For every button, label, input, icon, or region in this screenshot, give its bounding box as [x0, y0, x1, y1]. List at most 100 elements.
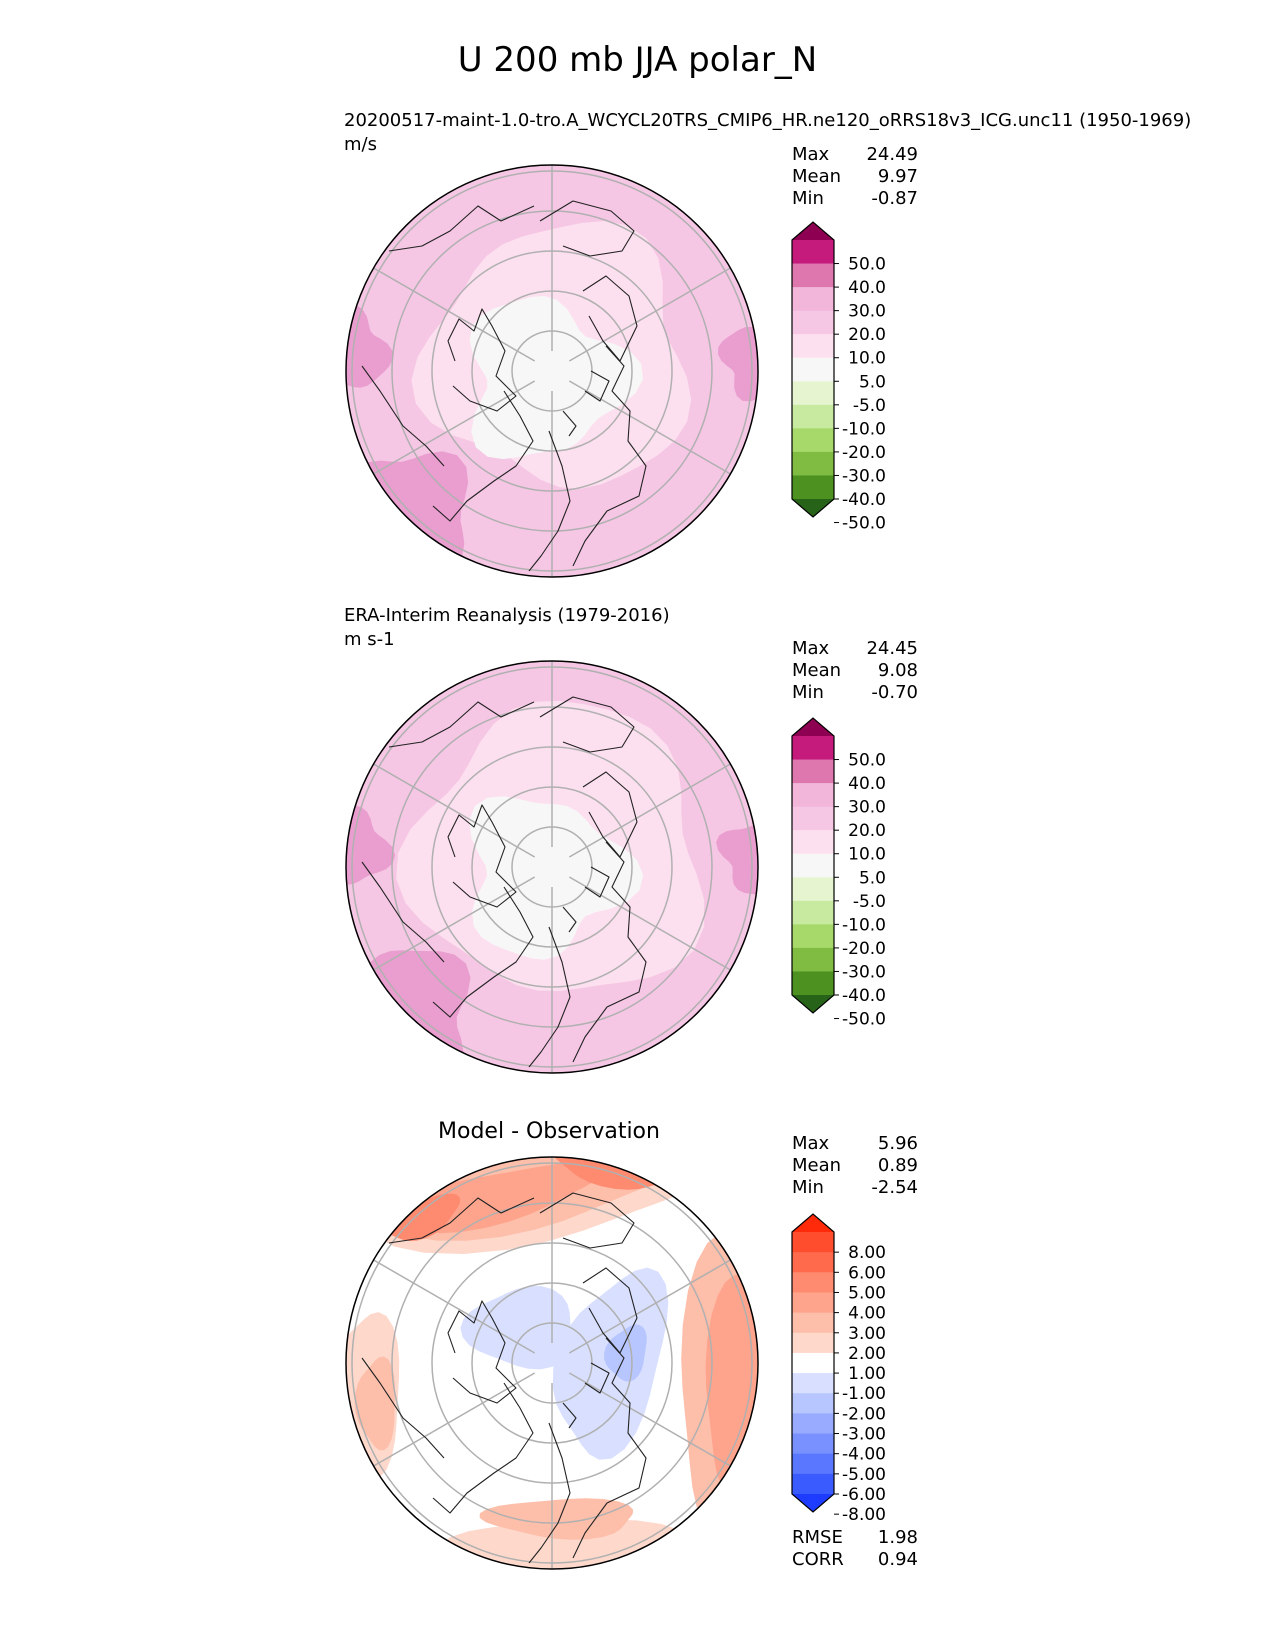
longitude-line: [568, 763, 731, 858]
colorbar-segment: [792, 924, 834, 949]
colorbar-segment: [792, 736, 834, 761]
colorbar-tick-label: 20.0: [848, 821, 886, 841]
colorbar-segment: [792, 287, 834, 312]
colorbar-segment: [792, 357, 834, 382]
colorbar-segment: [792, 381, 834, 406]
diff-map: [346, 1157, 758, 1569]
coastline: [361, 1357, 445, 1459]
stat-value: -0.87: [871, 188, 918, 209]
colorbar-extend-max: [792, 222, 834, 240]
coastline: [388, 701, 535, 748]
coastline: [582, 275, 638, 362]
longitude-line: [568, 380, 731, 475]
band-20-30: [716, 824, 758, 895]
ref-panel-units: m s-1: [344, 629, 395, 650]
colorbar-segment: [792, 1393, 834, 1414]
colorbar-segment: [792, 1272, 834, 1293]
colorbar-tick-label: 1.00: [848, 1364, 886, 1384]
colorbar-segment: [792, 475, 834, 500]
colorbar-segment: [792, 428, 834, 453]
coastline: [539, 1192, 635, 1249]
colorbar-tick-label: -20.0: [842, 939, 886, 959]
longitude-line: [373, 1259, 536, 1354]
stat-value: 24.49: [866, 144, 918, 165]
test-map: [346, 165, 758, 577]
coastline: [528, 926, 571, 1068]
coastline: [562, 1402, 577, 1429]
band-neg5-5: [469, 796, 644, 960]
band-neg1-neg2: [460, 1286, 572, 1370]
stat-label: Min: [792, 188, 824, 209]
colorbar-tick-label: -3.00: [842, 1425, 886, 1445]
diff-colorbar: 8.006.005.004.003.002.001.00-1.00-2.00-3…: [791, 1213, 886, 1525]
colorbar-tick-label: 20.0: [848, 325, 886, 345]
colorbar-tick-label: 10.0: [848, 349, 886, 369]
stat-value: -0.70: [871, 682, 918, 703]
stat-label: Min: [792, 682, 824, 703]
coastline: [447, 804, 517, 908]
colorbar-tick-label: -8.00: [842, 1505, 886, 1525]
coastline: [432, 886, 534, 1018]
colorbar-extend-max: [792, 718, 834, 736]
test-panel-title: 20200517-maint-1.0-tro.A_WCYCL20TRS_CMIP…: [344, 110, 1192, 131]
map-boundary: [345, 164, 759, 578]
band-4-5: [381, 1193, 461, 1241]
band-20-30: [346, 804, 396, 885]
coastline: [528, 430, 571, 572]
test-colorbar: 50.0 40.0 30.0 20.0 10.0 5.0 -5.0 -10.0 -20.0 -30…: [791, 221, 886, 534]
colorbar-tick-label: -1.00: [842, 1384, 886, 1404]
colorbar-segment: [792, 947, 834, 972]
metric-value: 1.98: [877, 1527, 918, 1548]
colorbar-segment: [792, 900, 834, 925]
coastline: [361, 365, 445, 467]
ref-panel-title: ERA-Interim Reanalysis (1979-2016): [344, 605, 670, 626]
colorbar-tick-label: -4.00: [842, 1445, 886, 1465]
colorbar-tick-label: 6.00: [848, 1263, 886, 1283]
coastline: [361, 861, 445, 963]
band-2-3: [354, 1356, 395, 1451]
colorbar-segment: [792, 1312, 834, 1334]
longitude-line: [568, 1259, 731, 1354]
coastline: [562, 410, 577, 437]
band-20-30: [346, 451, 469, 577]
coastline: [528, 1422, 571, 1564]
diff-metrics: RMSE 1.98 CORR 0.94: [792, 1527, 918, 1571]
stat-value: 9.97: [877, 166, 918, 187]
coastline: [539, 696, 635, 753]
band-20-30: [346, 304, 393, 388]
colorbar-tick-label: 30.0: [848, 302, 886, 322]
colorbar-segment: [792, 1453, 834, 1475]
band-20-30: [346, 950, 471, 1073]
colorbar-tick-label: -10.0: [842, 915, 886, 935]
colorbar-segment: [792, 1373, 834, 1394]
colorbar-tick-label: 4.00: [848, 1304, 886, 1324]
map-boundary: [345, 660, 759, 1074]
coastline: [562, 906, 577, 933]
colorbar-segment: [792, 451, 834, 476]
coastline: [584, 1362, 610, 1394]
colorbar-extend-min: [792, 1494, 834, 1512]
band-20-30: [717, 326, 758, 402]
stat-label: Mean: [792, 1155, 842, 1176]
band-1-2: [441, 1519, 689, 1569]
coastline: [432, 1382, 534, 1514]
band-2-3: [479, 1498, 634, 1540]
coastline: [572, 841, 647, 1063]
colorbar-segment: [792, 310, 834, 335]
coastline: [388, 205, 535, 252]
stat-value: 0.89: [877, 1155, 918, 1176]
coastline: [447, 1300, 517, 1404]
stat-value: 9.08: [877, 660, 918, 681]
colorbar-segment: [792, 1433, 834, 1455]
colorbar-segment: [792, 759, 834, 784]
colorbar-tick-label: -5.00: [842, 1465, 886, 1485]
colorbar-tick-label: -5.0: [853, 892, 886, 912]
colorbar-segment: [792, 1352, 834, 1374]
coastline: [572, 1337, 647, 1559]
colorbar-tick-label: -30.0: [842, 962, 886, 982]
colorbar-tick-label: -50.0: [842, 514, 886, 534]
coastline: [584, 866, 610, 898]
colorbar-tick-label: -40.0: [842, 986, 886, 1006]
colorbar-segment: [792, 404, 834, 429]
